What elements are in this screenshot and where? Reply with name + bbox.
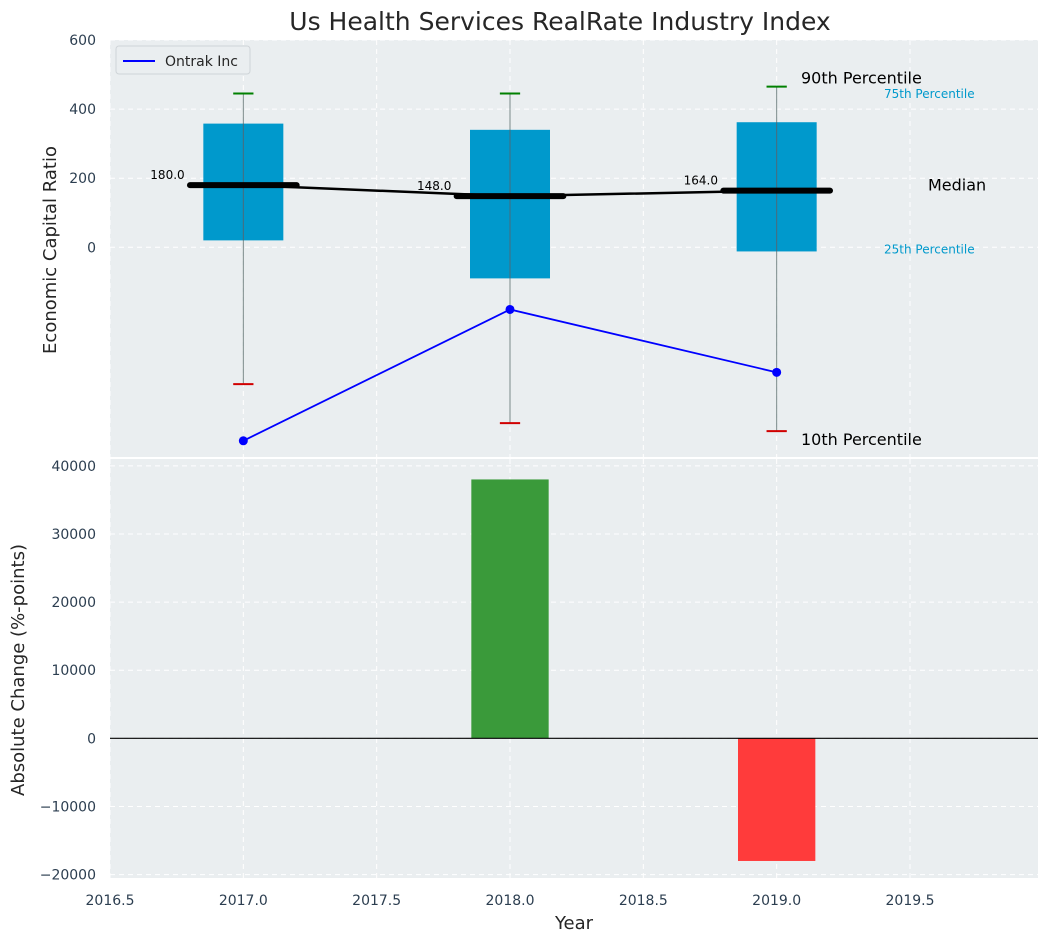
legend-box xyxy=(115,45,251,75)
bottom-y-tick-label: 40000 xyxy=(51,459,96,475)
bottom-plot-background xyxy=(110,459,1038,878)
box-plot-panel: 0 200 400 600 180.0 148.0 164.0 90th Percenti… xyxy=(69,33,1038,457)
top-y-tick-label: 400 xyxy=(69,102,96,118)
bottom-y-tick-label: 10000 xyxy=(51,663,96,679)
change-bar xyxy=(471,479,549,739)
top-y-tick-label: 0 xyxy=(87,240,96,256)
top-y-tick-label: 200 xyxy=(69,171,96,187)
x-tick-label: 2017.0 xyxy=(219,893,268,909)
p25-annotation: 25th Percentile xyxy=(884,242,975,256)
change-bars xyxy=(110,479,1038,861)
legend: Ontrak Inc xyxy=(115,45,251,75)
bottom-y-ticks: −20000 −10000 0 10000 20000 30000 40000 xyxy=(40,459,96,884)
legend-label: Ontrak Inc xyxy=(165,54,238,70)
bottom-y-tick-label: 30000 xyxy=(51,527,96,543)
p10-annotation: 10th Percentile xyxy=(801,430,922,449)
change-bar-panel: −20000 −10000 0 10000 20000 30000 40000 2016.5… xyxy=(40,459,1038,909)
top-y-tick-label: 600 xyxy=(69,33,96,49)
median-value-label: 164.0 xyxy=(684,174,718,188)
top-y-ticks: 0 200 400 600 xyxy=(69,33,96,256)
p90-annotation: 90th Percentile xyxy=(801,69,922,88)
percentile-boxes: 180.0 148.0 164.0 xyxy=(150,85,833,433)
series-point xyxy=(772,367,782,377)
x-tick-label: 2018.5 xyxy=(619,893,668,909)
bottom-y-tick-label: 0 xyxy=(87,731,96,747)
x-ticks: 2016.5 2017.0 2017.5 2018.0 2018.5 2019.0 2019… xyxy=(86,893,935,909)
median-value-label: 148.0 xyxy=(417,179,451,193)
bottom-y-tick-label: 20000 xyxy=(51,595,96,611)
change-bar xyxy=(738,738,816,861)
series-point xyxy=(238,436,248,446)
median-annotation: Median xyxy=(928,176,986,195)
bottom-y-tick-label: −10000 xyxy=(40,799,96,815)
x-tick-label: 2019.5 xyxy=(886,893,935,909)
bottom-y-tick-label: −20000 xyxy=(40,868,96,884)
x-tick-label: 2016.5 xyxy=(86,893,135,909)
x-tick-label: 2017.5 xyxy=(352,893,401,909)
median-value-label: 180.0 xyxy=(150,168,184,182)
x-tick-label: 2019.0 xyxy=(752,893,801,909)
top-y-axis-label: Economic Capital Ratio xyxy=(40,146,61,354)
p75-annotation: 75th Percentile xyxy=(884,87,975,101)
x-axis-label: Year xyxy=(554,913,594,934)
bottom-y-axis-label: Absolute Change (%-points) xyxy=(8,544,29,796)
series-point xyxy=(505,304,515,314)
median-trend-line xyxy=(243,183,777,198)
company-series xyxy=(238,304,782,446)
chart-title: Us Health Services RealRate Industry Ind… xyxy=(289,7,830,36)
x-tick-label: 2018.0 xyxy=(486,893,535,909)
